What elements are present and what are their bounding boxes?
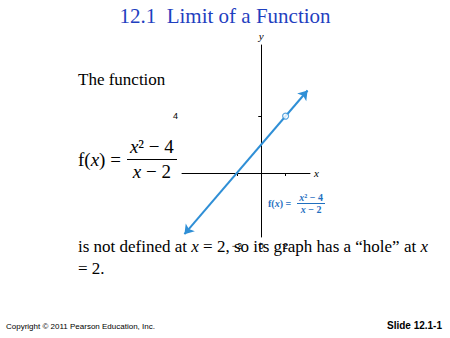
html-text:f(x) =: f(x) = bbox=[268, 198, 292, 209]
html-text:Slide 12.1-1: Slide 12.1-1 bbox=[387, 320, 442, 331]
html-text:The function: The function bbox=[78, 70, 166, 89]
html-text:12.1 Limit of a Function: 12.1 Limit of a Function bbox=[119, 4, 331, 28]
svg-text:4: 4 bbox=[173, 111, 178, 121]
html-text:f(x) =: f(x) = bbox=[78, 148, 121, 170]
html-text:x − 2: x − 2 bbox=[300, 204, 322, 215]
html-text:x ² − 4: x ² − 4 bbox=[129, 136, 174, 157]
html-text:x − 2: x − 2 bbox=[132, 161, 171, 182]
svg-text:y: y bbox=[258, 30, 264, 42]
html-text:= 2.: = 2. bbox=[78, 259, 105, 278]
html-text:Copyright © 2011 Pearson Educa: Copyright © 2011 Pearson Education, Inc. bbox=[6, 322, 155, 331]
svg-text:x: x bbox=[313, 167, 319, 179]
html-text:is not defined at x = 2, so it: is not defined at x = 2, so its graph ha… bbox=[78, 237, 428, 256]
html-text:x ² − 4: x ² − 4 bbox=[299, 192, 323, 203]
